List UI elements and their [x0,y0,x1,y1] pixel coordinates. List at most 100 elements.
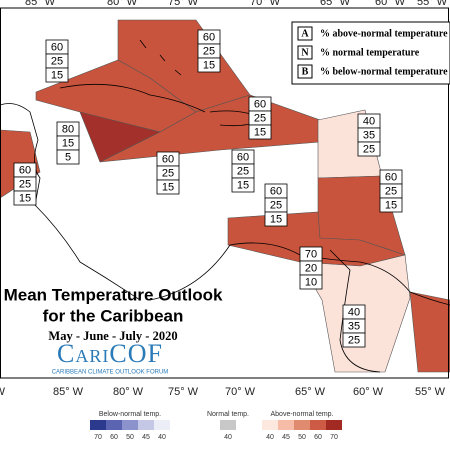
probability-value: 15 [162,181,174,193]
colorbar-swatch [262,420,278,430]
logo: CariCOF [57,339,163,368]
colorbar-swatch [326,420,342,430]
colorbar-label: Above-normal temp. [270,411,333,418]
longitude-label: 55° W [415,386,446,398]
colorbar-tick: 40 [158,434,166,441]
probability-cell [45,67,69,83]
probability-value: 15 [203,59,215,71]
probability-value: 60 [51,41,63,53]
probability-cell [13,190,37,206]
legend-box [291,21,450,85]
colorbar-swatch [138,420,154,430]
colorbar-tick: 70 [330,434,338,441]
title: for the Caribbean [43,306,184,325]
coastline [59,83,206,113]
probability-value: 25 [363,143,375,155]
probability-value: 15 [51,69,63,81]
colorbar-swatch [278,420,294,430]
legend-key-box [297,64,313,79]
probability-value: 25 [348,334,360,346]
probability-cell [197,57,221,73]
longitude-label: 70° W [225,386,256,398]
legend-key: N [301,47,309,58]
colorbar-tick: 60 [314,434,322,441]
longitude-label: 80° W [113,386,144,398]
logo-tagline: CARIBBEAN CLIMATE OUTLOOK FORUM [52,370,169,376]
probability-value: 15 [237,179,249,191]
colorbar-tick: 70 [94,434,102,441]
longitude-label: 75° W [168,0,199,8]
probability-value: 25 [270,199,282,211]
probability-value: 25 [385,185,397,197]
probability-value: 40 [363,115,375,127]
regions [0,19,450,373]
longitude-label: 85° W [53,386,84,398]
probability-value: 25 [203,45,215,57]
legend-key: B [302,66,309,77]
longitude-label: 65° W [295,386,326,398]
legend-key-box [297,45,313,60]
legend-text: % above-normal temperature [320,28,448,39]
colorbar-swatch [220,420,236,430]
colorbar-label: Normal temp. [207,411,249,418]
colorbar-tick: 40 [266,434,274,441]
legend-frame [291,21,450,85]
longitude-label: 85° W [25,0,56,8]
region [409,291,450,373]
legend-text: % normal temperature [320,47,420,58]
probability-value: 60 [270,185,282,197]
probability-value: 60 [19,164,31,176]
probability-cell [56,149,80,165]
probability-value: 35 [363,129,375,141]
probability-cell [264,211,288,227]
probability-value: 60 [254,98,266,110]
coastline [139,39,182,76]
probability-value: 25 [51,55,63,67]
colorbar-tick: 60 [110,434,118,441]
probability-value: 20 [305,262,317,274]
longitude-label: 70° W [250,0,281,8]
probability-cell [299,274,323,290]
colorbar-tick: 45 [142,434,150,441]
legend-key: A [301,28,309,39]
colorbar-tick: 45 [282,434,290,441]
colorbar-swatch [106,420,122,430]
colorbar-label: Below-normal temp. [99,411,161,418]
probability-cell [156,179,180,195]
legend-key-box [297,26,313,41]
probability-cell [342,332,366,348]
probability-cell [357,141,381,157]
probability-cell [231,177,255,193]
colorbar-tick: 40 [224,434,232,441]
probability-value: 60 [203,31,215,43]
colorbar-swatch [122,420,138,430]
colorbar-swatch [294,420,310,430]
longitude-label: 75° W [168,386,199,398]
probability-cell [248,124,272,140]
probability-value: 40 [348,306,360,318]
probability-value: 5 [65,151,71,163]
colorbar-swatch [154,420,170,430]
probability-value: 35 [348,320,360,332]
colorbar-tick: 50 [298,434,306,441]
title: Mean Temperature Outlook [4,285,223,304]
probability-value: 25 [237,165,249,177]
longitude-label: 65° W [320,0,351,8]
map-frame [0,7,449,379]
longitude-label: 80° W [107,0,138,8]
probability-value: 80 [62,123,74,135]
probability-value: 25 [162,167,174,179]
probability-value: 15 [19,192,31,204]
probability-value: 15 [254,126,266,138]
probability-value: 25 [19,178,31,190]
longitude-label: 55° W [417,0,448,8]
longitude-label: 60° W [353,386,384,398]
longitude-label: 60° W [375,0,406,8]
colorbar-swatch [90,420,106,430]
probability-value: 15 [270,213,282,225]
season: May - June - July - 2020 [48,329,177,343]
probability-value: 15 [62,137,74,149]
probability-value: 60 [237,151,249,163]
